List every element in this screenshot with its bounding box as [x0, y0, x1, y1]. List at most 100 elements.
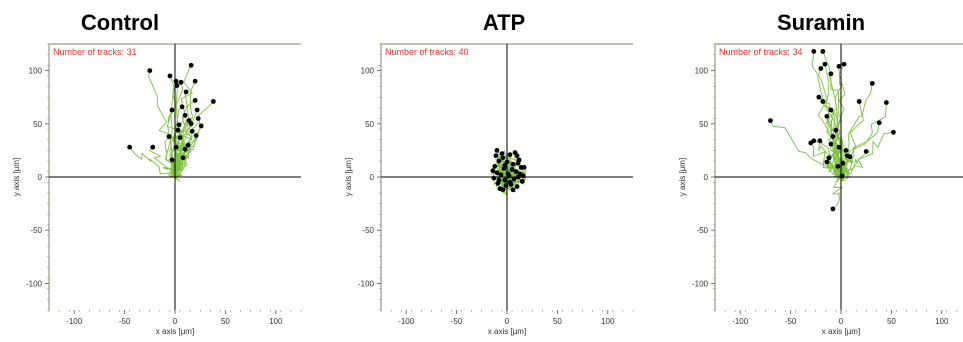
track-endpoint — [179, 80, 184, 85]
track-endpoint — [877, 120, 882, 125]
track-endpoint — [177, 122, 182, 127]
panel-title: Suramin — [777, 10, 865, 35]
track-endpoint — [824, 160, 829, 165]
track-endpoint — [493, 164, 498, 169]
track-endpoint — [870, 81, 875, 86]
track-endpoint — [511, 187, 516, 192]
track-endpoint — [842, 62, 847, 67]
y-tick-label: -100 — [26, 279, 43, 288]
track-endpoint — [499, 172, 504, 177]
track-endpoint — [184, 89, 189, 94]
track-endpoint — [170, 158, 175, 163]
track-endpoint — [501, 187, 506, 192]
track-endpoint — [506, 171, 511, 176]
track-endpoint — [193, 79, 198, 84]
panel-title: Control — [81, 10, 159, 35]
track-count-label: Number of tracks: 31 — [53, 47, 137, 57]
y-tick-label: -50 — [30, 226, 42, 235]
track-endpoint — [175, 83, 180, 88]
x-tick-label: -100 — [732, 317, 749, 326]
track-endpoint — [189, 63, 194, 68]
track-endpoint — [195, 108, 200, 113]
track-endpoint — [864, 149, 869, 154]
y-tick-label: 100 — [29, 67, 43, 76]
x-tick-label: 0 — [173, 317, 178, 326]
track-endpoint — [127, 145, 132, 150]
x-tick-label: 50 — [221, 317, 230, 326]
y-tick-label: -50 — [362, 226, 374, 235]
panel-control: -100 -50 0 50 100 100 50 0 -50 -100 Control Numbe… — [12, 10, 301, 336]
track-count-label: Number of tracks: 34 — [719, 47, 803, 57]
track-endpoint — [522, 165, 527, 170]
y-tick-label: 0 — [38, 173, 43, 182]
track-endpoint — [167, 134, 172, 139]
track-endpoint — [841, 161, 846, 166]
x-tick-label: -50 — [785, 317, 797, 326]
track-endpoint — [808, 141, 813, 146]
track-line — [841, 103, 886, 178]
y-tick-label: 50 — [33, 120, 42, 129]
track-endpoint — [194, 133, 199, 138]
track-endpoint — [186, 143, 191, 148]
y-axis-label: y axis [µm] — [678, 158, 687, 196]
track-endpoint — [845, 153, 850, 158]
track-endpoint — [515, 184, 520, 189]
track-endpoint — [768, 118, 773, 123]
track-endpoint — [884, 100, 889, 105]
track-endpoint — [183, 147, 188, 152]
track-endpoint — [840, 174, 845, 179]
y-tick-label: 100 — [361, 67, 375, 76]
y-tick-label: 100 — [695, 67, 709, 76]
track-endpoint — [829, 142, 834, 147]
track-endpoint — [497, 159, 502, 164]
track-endpoint — [513, 150, 518, 155]
track-endpoint — [820, 99, 825, 104]
track-endpoint — [844, 148, 849, 153]
track-endpoint — [174, 79, 179, 84]
track-endpoint — [497, 178, 502, 183]
track-endpoint — [831, 134, 836, 139]
track-endpoint — [837, 64, 842, 69]
track-endpoint — [490, 168, 495, 173]
x-tick-label: 0 — [839, 317, 844, 326]
track-endpoint — [180, 104, 185, 109]
track-endpoint — [181, 155, 186, 160]
panel-suramin: -100 -50 0 50 100 100 50 0 -50 -100 Suramin Numbe… — [678, 10, 963, 336]
track-endpoint — [168, 74, 173, 79]
track-endpoint — [199, 124, 204, 129]
track-endpoint — [501, 155, 506, 160]
track-count-label: Number of tracks: 40 — [385, 47, 469, 57]
y-axis-label: y axis [µm] — [12, 158, 21, 196]
track-endpoint — [520, 179, 525, 184]
track-endpoint — [500, 151, 505, 156]
x-tick-label: 100 — [269, 317, 283, 326]
track-endpoint — [818, 66, 823, 71]
track-endpoint — [147, 68, 152, 73]
track-endpoint — [170, 108, 175, 113]
track-endpoint — [495, 148, 500, 153]
y-tick-label: 50 — [365, 120, 374, 129]
x-tick-label: 100 — [935, 317, 949, 326]
track-endpoint — [857, 99, 862, 104]
track-endpoint — [827, 155, 832, 160]
track-endpoint — [816, 95, 821, 100]
track-endpoint — [150, 145, 155, 150]
x-axis-label: x axis [µm] — [156, 327, 194, 336]
track-endpoint — [824, 114, 829, 119]
track-endpoint — [187, 118, 192, 123]
track-endpoint — [178, 135, 183, 140]
track-endpoint — [811, 49, 816, 54]
track-endpoint — [829, 71, 834, 76]
y-tick-label: 0 — [704, 173, 709, 182]
y-axis-label: y axis [µm] — [344, 158, 353, 196]
track-endpoint — [834, 128, 839, 133]
x-tick-label: -100 — [66, 317, 83, 326]
track-endpoint — [521, 174, 526, 179]
y-tick-label: -100 — [358, 279, 375, 288]
x-tick-label: 50 — [553, 317, 562, 326]
track-endpoint — [820, 49, 825, 54]
x-tick-label: -50 — [119, 317, 131, 326]
track-endpoint — [193, 98, 198, 103]
x-axis-label: x axis [µm] — [822, 327, 860, 336]
